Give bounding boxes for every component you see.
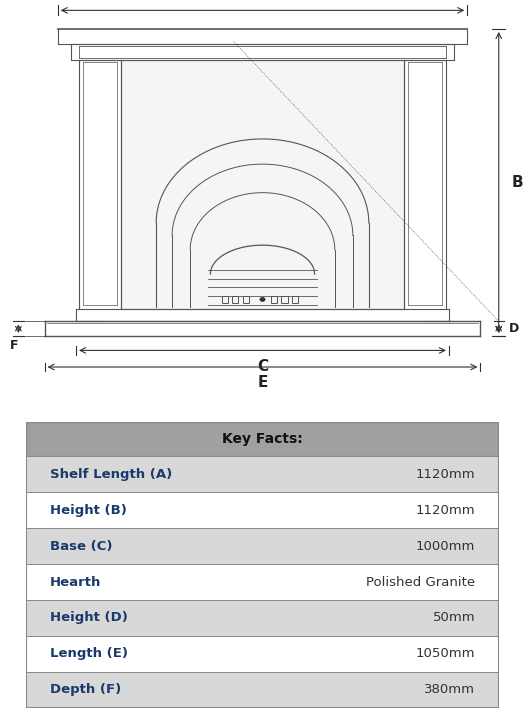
Polygon shape: [121, 60, 404, 309]
Text: B: B: [512, 175, 523, 190]
Bar: [26, 672, 499, 708]
Text: Height (D): Height (D): [50, 611, 128, 624]
Text: Depth (F): Depth (F): [50, 684, 121, 696]
Bar: [26, 600, 499, 636]
Text: 380mm: 380mm: [424, 684, 475, 696]
Text: 1000mm: 1000mm: [416, 540, 475, 553]
Circle shape: [260, 297, 265, 302]
Text: Polished Granite: Polished Granite: [366, 576, 475, 588]
Text: D: D: [509, 322, 520, 335]
Text: Height (B): Height (B): [50, 503, 127, 517]
Bar: [26, 636, 499, 672]
Bar: [26, 528, 499, 564]
Text: Length (E): Length (E): [50, 647, 128, 661]
Bar: [26, 422, 499, 456]
Bar: [281, 296, 288, 302]
Text: E: E: [257, 375, 268, 390]
Bar: [243, 296, 249, 302]
Text: 50mm: 50mm: [433, 611, 475, 624]
Text: Hearth: Hearth: [50, 576, 101, 588]
Text: Key Facts:: Key Facts:: [222, 432, 303, 446]
Bar: [271, 296, 277, 302]
Text: Base (C): Base (C): [50, 540, 112, 553]
Bar: [222, 296, 228, 302]
Text: C: C: [257, 359, 268, 374]
Text: Shelf Length (A): Shelf Length (A): [50, 468, 172, 480]
Bar: [292, 296, 298, 302]
Bar: [232, 296, 238, 302]
Bar: [26, 456, 499, 492]
Text: 1120mm: 1120mm: [415, 503, 475, 517]
Text: F: F: [10, 339, 18, 352]
Bar: [26, 492, 499, 528]
Text: 1050mm: 1050mm: [416, 647, 475, 661]
Text: A: A: [257, 0, 268, 2]
Text: 1120mm: 1120mm: [415, 468, 475, 480]
Bar: [26, 564, 499, 600]
